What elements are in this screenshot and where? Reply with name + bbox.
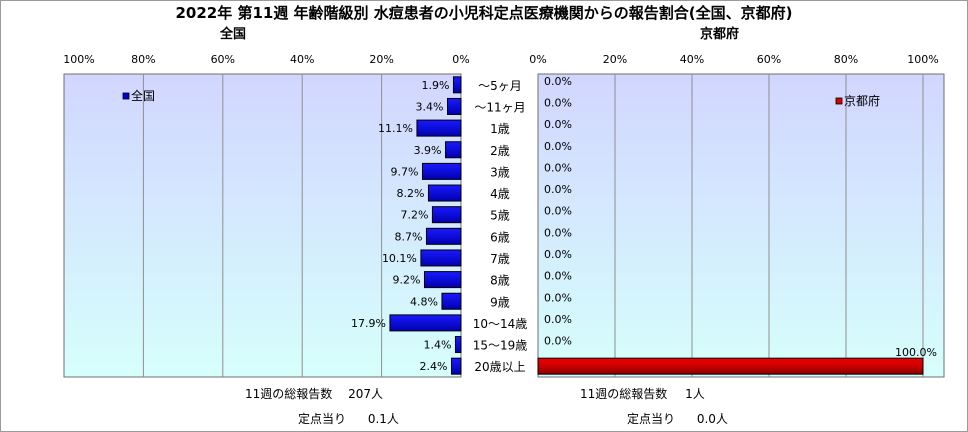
national-per-value: 0.1人 — [367, 412, 399, 426]
national-total-value: 207人 — [348, 387, 384, 401]
kyoto-per-label: 定点当り — [627, 412, 676, 426]
category-label: 3歳 — [490, 165, 510, 179]
kyoto-value-label: 0.0% — [544, 226, 572, 239]
national-value-label: 3.9% — [414, 144, 442, 157]
kyoto-total-label: 11週の総報告数 — [580, 387, 668, 401]
category-label: 15～19歳 — [473, 339, 528, 353]
category-label: 9歳 — [490, 295, 510, 309]
category-label: 5歳 — [490, 209, 510, 223]
national-bar — [416, 119, 462, 137]
national-bar — [452, 76, 462, 94]
national-value-label: 3.4% — [416, 100, 444, 113]
kyoto-legend-swatch — [835, 97, 843, 105]
category-label: 10～14歳 — [473, 317, 528, 331]
national-per-label: 定点当り — [298, 412, 347, 426]
kyoto-tick-label: 60% — [757, 53, 781, 66]
national-value-label: 8.7% — [395, 230, 423, 243]
kyoto-value-label: 0.0% — [544, 140, 572, 153]
national-bar — [450, 357, 462, 375]
national-value-label: 10.1% — [382, 252, 417, 265]
category-label: 2歳 — [490, 144, 510, 158]
national-bar — [389, 314, 462, 332]
category-label: 7歳 — [490, 252, 510, 266]
national-bar — [425, 227, 462, 245]
kyoto-tick-label: 40% — [680, 53, 704, 66]
national-bar — [445, 141, 462, 159]
category-label: 8歳 — [490, 274, 510, 288]
national-bar — [447, 97, 462, 115]
national-value-label: 1.4% — [423, 339, 451, 352]
kyoto-total-line: 11週の総報告数 1人 — [580, 385, 705, 402]
national-panel-title: 全国 — [220, 27, 247, 42]
kyoto-value-label: 100.0% — [895, 346, 937, 359]
national-per-line: 定点当り 0.1人 — [298, 410, 399, 427]
kyoto-total-value: 1人 — [685, 387, 705, 401]
national-bar — [427, 184, 462, 202]
kyoto-value-label: 0.0% — [544, 118, 572, 131]
kyoto-tick-label: 100% — [907, 53, 938, 66]
national-value-label: 4.8% — [410, 295, 438, 308]
national-value-label: 2.4% — [420, 360, 448, 373]
category-label: 1歳 — [490, 122, 510, 136]
national-legend-swatch — [122, 92, 130, 100]
kyoto-per-line: 定点当り 0.0人 — [627, 410, 728, 427]
kyoto-plot-area — [537, 73, 945, 378]
national-value-label: 17.9% — [351, 317, 386, 330]
kyoto-value-label: 0.0% — [544, 335, 572, 348]
national-tick-label: 0% — [452, 53, 469, 66]
national-value-label: 8.2% — [396, 187, 424, 200]
national-tick-label: 40% — [290, 53, 314, 66]
category-label: 20歳以上 — [474, 360, 525, 374]
national-plot-area — [63, 73, 462, 378]
national-value-label: 11.1% — [378, 122, 413, 135]
kyoto-legend-label: 京都府 — [844, 93, 880, 108]
category-label: 4歳 — [490, 187, 510, 201]
national-bar — [423, 271, 462, 289]
kyoto-tick-label: 80% — [834, 53, 858, 66]
national-bar — [431, 206, 462, 224]
national-tick-label: 60% — [211, 53, 235, 66]
kyoto-tick-label: 0% — [529, 53, 546, 66]
kyoto-per-value: 0.0人 — [696, 412, 728, 426]
national-tick-label: 100% — [63, 53, 94, 66]
kyoto-value-label: 0.0% — [544, 205, 572, 218]
kyoto-value-label: 0.0% — [544, 270, 572, 283]
national-value-label: 7.2% — [400, 209, 428, 222]
national-bar — [420, 249, 462, 267]
national-total-line: 11週の総報告数 207人 — [245, 385, 383, 402]
national-tick-label: 80% — [131, 53, 155, 66]
national-legend-label: 全国 — [131, 88, 155, 103]
category-label: ～11ヶ月 — [474, 100, 525, 114]
kyoto-value-label: 0.0% — [544, 183, 572, 196]
kyoto-value-label: 0.0% — [544, 96, 572, 109]
national-value-label: 9.2% — [393, 274, 421, 287]
national-total-label: 11週の総報告数 — [245, 387, 333, 401]
kyoto-value-label: 0.0% — [544, 313, 572, 326]
kyoto-value-label: 0.0% — [544, 248, 572, 261]
kyoto-tick-label: 20% — [603, 53, 627, 66]
kyoto-value-label: 0.0% — [544, 161, 572, 174]
national-bar — [441, 292, 462, 310]
kyoto-value-label: 0.0% — [544, 75, 572, 88]
kyoto-value-label: 0.0% — [544, 291, 572, 304]
kyoto-bar — [537, 357, 924, 375]
category-label: ～5ヶ月 — [478, 79, 522, 93]
national-bar — [454, 336, 462, 354]
national-value-label: 1.9% — [422, 79, 450, 92]
national-value-label: 9.7% — [391, 165, 419, 178]
kyoto-panel-title: 京都府 — [700, 27, 740, 42]
category-label: 6歳 — [490, 230, 510, 244]
national-bar — [421, 162, 462, 180]
chart-title: 2022年 第11週 年齢階級別 水痘患者の小児科定点医療機関からの報告割合(全… — [175, 4, 793, 22]
national-tick-label: 20% — [369, 53, 393, 66]
